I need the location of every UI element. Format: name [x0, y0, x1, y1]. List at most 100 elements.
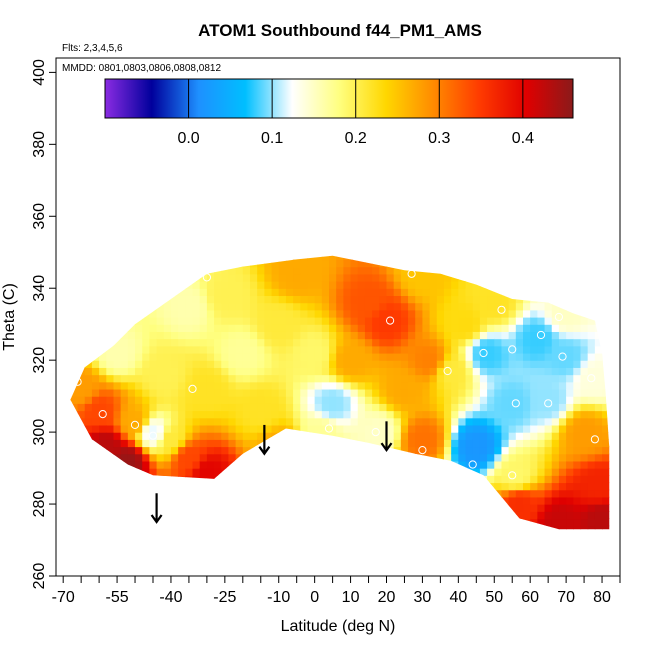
heatmap-cell — [364, 281, 373, 289]
heatmap-cell — [566, 439, 574, 448]
heatmap-cell — [307, 381, 316, 390]
heatmap-cell — [321, 439, 330, 448]
heatmap-cell — [70, 518, 79, 527]
heatmap-cell — [436, 511, 445, 520]
heatmap-cell — [77, 295, 86, 304]
heatmap-cell — [321, 345, 330, 354]
heatmap-cell — [249, 424, 258, 433]
heatmap-cell — [594, 266, 603, 275]
heatmap-cell — [573, 255, 582, 261]
heatmap-cell — [127, 345, 136, 354]
heatmap-cell — [573, 324, 582, 332]
heatmap-cell — [206, 266, 215, 275]
heatmap-cell — [436, 266, 445, 275]
heatmap-cell — [530, 496, 538, 505]
heatmap-cell — [314, 302, 323, 311]
heatmap-cell — [257, 245, 265, 253]
heatmap-cell — [77, 424, 86, 433]
heatmap-cell — [436, 525, 445, 530]
heatmap-cell — [307, 367, 316, 376]
heatmap-cell — [429, 338, 438, 347]
heatmap-cell — [386, 504, 395, 512]
heatmap-cell — [580, 511, 589, 520]
heatmap-cell — [106, 302, 115, 311]
heatmap-cell — [436, 489, 445, 498]
heatmap-cell — [400, 367, 409, 376]
heatmap-cell — [163, 439, 172, 448]
heatmap-cell — [343, 345, 352, 354]
heatmap-cell — [307, 453, 316, 462]
heatmap-cell — [285, 496, 294, 505]
heatmap-cell — [487, 424, 495, 433]
heatmap-cell — [192, 489, 201, 498]
heatmap-cell — [408, 475, 416, 484]
heatmap-cell — [551, 295, 560, 304]
heatmap-cell — [523, 259, 531, 268]
heatmap-cell — [257, 295, 265, 304]
heatmap-cell — [501, 424, 510, 433]
heatmap-cell — [170, 352, 179, 361]
heatmap-cell — [609, 259, 617, 267]
heatmap-cell — [257, 259, 265, 268]
heatmap-cell — [170, 281, 179, 289]
heatmap-cell — [149, 475, 158, 484]
heatmap-cell — [120, 482, 129, 491]
heatmap-cell — [429, 255, 438, 261]
heatmap-cell — [336, 424, 344, 433]
heatmap-cell — [293, 324, 301, 332]
heatmap-cell — [587, 417, 596, 426]
heatmap-cell — [415, 489, 424, 498]
heatmap-cell — [113, 533, 121, 541]
heatmap-cell — [91, 352, 100, 361]
heatmap-cell — [206, 317, 215, 325]
heatmap-cell — [429, 468, 438, 476]
heatmap-cell — [436, 352, 445, 361]
heatmap-cell — [142, 367, 150, 376]
heatmap-cell — [221, 403, 230, 412]
heatmap-cell — [530, 295, 538, 304]
heatmap-cell — [602, 245, 610, 253]
heatmap-cell — [206, 281, 215, 289]
heatmap-cell — [537, 432, 546, 440]
heatmap-cell — [264, 352, 273, 361]
heatmap-cell — [185, 410, 194, 419]
heatmap-cell — [99, 525, 107, 530]
heatmap-cell — [300, 309, 309, 318]
heatmap-cell — [523, 360, 531, 368]
heatmap-cell — [156, 417, 165, 426]
heatmap-cell — [566, 360, 574, 368]
heatmap-cell — [285, 324, 294, 332]
observation-point — [508, 471, 517, 480]
heatmap-cell — [400, 453, 409, 462]
heatmap-cell — [458, 496, 467, 505]
heatmap-cell — [336, 511, 344, 520]
heatmap-cell — [157, 533, 165, 541]
heatmap-cell — [458, 518, 467, 527]
heatmap-cell — [508, 309, 517, 318]
heatmap-cell — [200, 245, 208, 253]
heatmap-cell — [523, 525, 531, 530]
heatmap-cell — [91, 345, 100, 354]
heatmap-cell — [364, 403, 373, 412]
heatmap-cell — [544, 302, 553, 311]
heatmap-cell — [594, 453, 603, 462]
heatmap-cell — [487, 525, 495, 530]
heatmap-cell — [236, 245, 244, 253]
heatmap-cell — [128, 533, 136, 541]
heatmap-cell — [149, 281, 158, 289]
heatmap-cell — [185, 266, 194, 275]
observation-point — [554, 312, 564, 322]
heatmap-cell — [479, 273, 488, 282]
heatmap-cell — [113, 345, 122, 354]
heatmap-cell — [113, 259, 122, 268]
heatmap-cell — [307, 352, 316, 361]
heatmap-cell — [523, 439, 531, 448]
heatmap-cell — [99, 511, 107, 520]
heatmap-cell — [235, 302, 244, 311]
heatmap-cell — [70, 281, 71, 289]
heatmap-cell — [329, 496, 337, 505]
heatmap-cell — [235, 424, 244, 433]
heatmap-cell — [257, 496, 265, 505]
heatmap-cell — [594, 417, 603, 426]
heatmap-cell — [214, 396, 222, 404]
